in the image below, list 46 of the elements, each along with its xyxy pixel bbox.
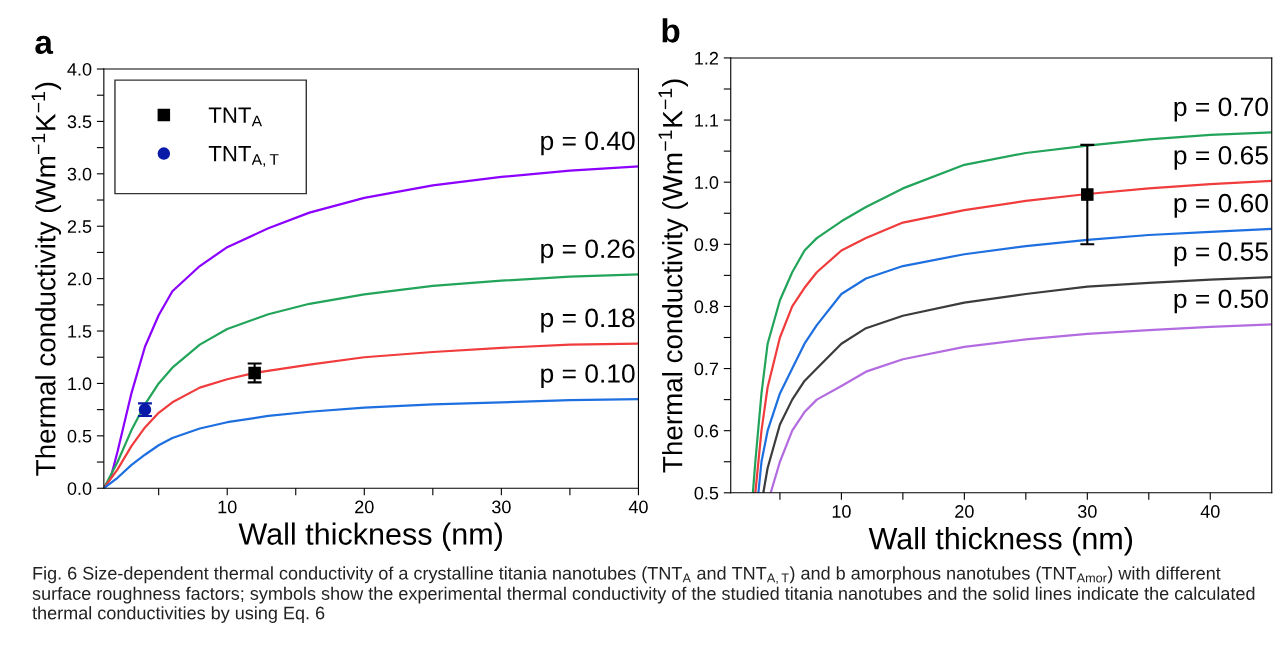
line-series bbox=[769, 323, 1272, 493]
text: 3.0 bbox=[67, 167, 92, 181]
y-axis-title: Thermal conductivity (Wm$^{−1}$K$^{−1}$) bbox=[658, 79, 688, 473]
y-axis-title: Thermal conductivity (Wm$^{−1}$K$^{−1}$) bbox=[31, 82, 62, 476]
x-tick-label: 30 bbox=[1077, 505, 1097, 518]
series-label: p = 0.55 bbox=[1174, 242, 1268, 267]
x-axis-title: Wall thickness (nm) bbox=[238, 522, 502, 551]
text: Fig. 6 Size-dependent thermal conductivity of a crystalline titania nanotubes (TNT$_{A}$ and TNT$_{A,T}$) and b amorphous nanotubes (TNT$_{Amor}$) with different surface roughness factors; symbols show the experimental thermal conductivity of the studied titania nanotubes and the solid lines indicate the calculated thermal conductivities by using Eq. 6 bbox=[32, 566, 1255, 623]
text: 1.0 bbox=[695, 176, 719, 189]
line-series bbox=[757, 227, 1272, 493]
series-label: p = 0.40 bbox=[541, 131, 635, 156]
y-tick-label: 0.7 bbox=[694, 362, 719, 376]
series-label: p = 0.60 bbox=[1174, 193, 1268, 218]
chart-title: a bbox=[35, 35, 54, 55]
x-tick-label: 40 bbox=[628, 500, 648, 514]
series-label: p = 0.65 bbox=[1174, 145, 1268, 170]
y-tick-label: 1.5 bbox=[68, 325, 92, 338]
y-tick-label: 0.9 bbox=[694, 238, 719, 252]
y-tick-label: 1.1 bbox=[695, 114, 719, 127]
x-tick-label: 20 bbox=[955, 505, 974, 518]
series-label: p = 0.70 bbox=[1174, 97, 1268, 122]
legend-label: TNT$_{A}$ bbox=[208, 107, 263, 127]
x-tick-label: 30 bbox=[492, 500, 511, 514]
y-tick-label: 0.8 bbox=[694, 300, 719, 314]
text: 1.0 bbox=[68, 377, 92, 391]
y-tick-label: 1.2 bbox=[695, 51, 719, 65]
x-tick-label: 10 bbox=[832, 505, 851, 518]
text: 0.0 bbox=[67, 482, 92, 495]
y-tick-label: 0.5 bbox=[67, 429, 92, 443]
x-tick-label: 40 bbox=[1200, 505, 1220, 518]
series-label: p = 0.26 bbox=[541, 239, 635, 264]
x-tick-label: 20 bbox=[355, 500, 374, 514]
line-series bbox=[762, 276, 1272, 493]
y-tick-label: 0.5 bbox=[694, 486, 719, 500]
x-tick-label: 10 bbox=[218, 500, 237, 514]
text: 2.0 bbox=[67, 272, 92, 286]
legend-label: TNT$_{A,T}$ bbox=[208, 146, 279, 167]
y-tick-label: 3.5 bbox=[67, 115, 92, 129]
x-axis-title: Wall thickness (nm) bbox=[868, 527, 1133, 556]
series-label: p = 0.10 bbox=[541, 364, 635, 389]
text: 4.0 bbox=[67, 62, 92, 76]
series-label: p = 0.50 bbox=[1174, 289, 1268, 314]
chart-title: b bbox=[662, 18, 680, 43]
y-tick-label: 0.6 bbox=[694, 424, 719, 438]
series-label: p = 0.18 bbox=[541, 308, 635, 333]
y-tick-label: 2.5 bbox=[67, 220, 92, 233]
